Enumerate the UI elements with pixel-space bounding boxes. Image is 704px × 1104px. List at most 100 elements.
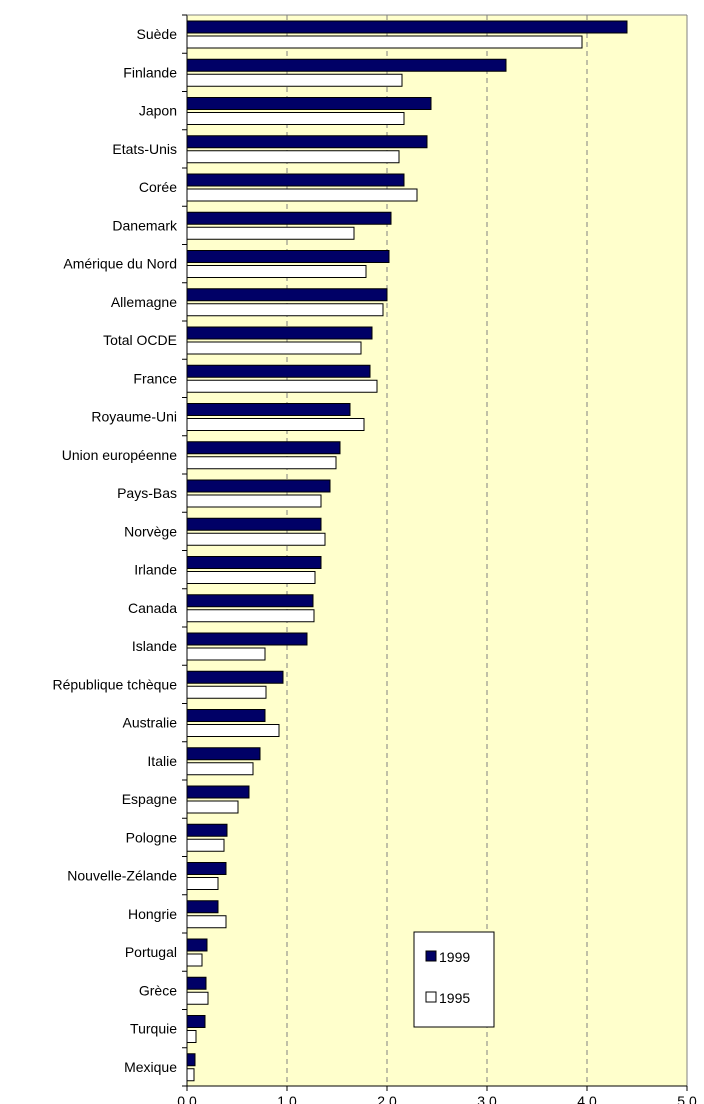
bar-1999 <box>186 364 371 378</box>
bar-1999 <box>186 20 628 34</box>
category-label: Espagne <box>122 791 177 807</box>
bar-1995 <box>186 150 400 164</box>
category-label: Irlande <box>134 562 177 578</box>
x-tick-label: 2.0 <box>377 1093 397 1104</box>
legend-swatch-1995 <box>425 991 437 1003</box>
bar-1999 <box>186 211 392 225</box>
category-label: Total OCDE <box>103 332 177 348</box>
category-label: Canada <box>128 600 177 616</box>
category-label: Pays-Bas <box>117 485 177 501</box>
bar-1999 <box>186 976 207 990</box>
bar-1995 <box>186 418 365 431</box>
category-label: Hongrie <box>128 906 177 922</box>
x-tick-label: 3.0 <box>477 1093 497 1104</box>
category-label: Union européenne <box>62 447 177 463</box>
bar-1999 <box>186 173 405 187</box>
category-label: France <box>133 370 177 386</box>
legend: 1999 1995 <box>413 931 495 1028</box>
category-label: Australie <box>123 715 178 731</box>
bar-1995 <box>186 685 267 699</box>
legend-label-1999: 1999 <box>439 949 470 965</box>
bar-1995 <box>186 188 418 202</box>
bar-1999 <box>186 900 219 914</box>
category-label: Nouvelle-Zélande <box>67 868 177 884</box>
bar-1999 <box>186 938 208 952</box>
axes-group <box>182 14 688 1091</box>
bar-1999 <box>186 823 228 837</box>
bar-1995 <box>186 532 326 546</box>
x-tick-labels: 0.0 1.0 2.0 3.0 4.0 5.0 <box>177 1093 697 1104</box>
bar-1995 <box>186 379 378 393</box>
bar-1999 <box>186 709 266 722</box>
bar-1999 <box>186 1015 206 1028</box>
category-labels: Suède Finlande Japon Etats-Unis Corée Danemar… <box>52 26 178 1075</box>
bar-1995 <box>186 1030 197 1043</box>
category-label: Amérique du Nord <box>63 256 177 272</box>
bar-1999 <box>186 556 322 569</box>
bar-1995 <box>186 762 254 776</box>
category-label: Allemagne <box>111 294 177 310</box>
bar-1995 <box>186 571 316 584</box>
bar-1995 <box>186 35 583 49</box>
bar-1999 <box>186 632 308 646</box>
bar-1999 <box>186 517 322 531</box>
bar-1995 <box>186 915 227 929</box>
category-label: Royaume-Uni <box>91 409 177 425</box>
bar-1999 <box>186 670 284 684</box>
bar-1999 <box>186 288 388 302</box>
category-label: Grèce <box>139 982 177 998</box>
grid-lines <box>286 15 588 1086</box>
bar-1999 <box>186 58 507 72</box>
bar-1995 <box>186 456 337 470</box>
category-label: Italie <box>147 753 177 769</box>
category-label: Suède <box>137 26 178 42</box>
bar-1999 <box>186 250 390 263</box>
bar-1995 <box>186 609 315 623</box>
x-tick-label: 0.0 <box>177 1093 197 1104</box>
category-label: Islande <box>132 638 177 654</box>
bar-1995 <box>186 877 219 890</box>
bar-1999 <box>186 862 227 875</box>
bar-1995 <box>186 494 322 508</box>
category-label: Corée <box>139 179 177 195</box>
bar-1995 <box>186 265 367 278</box>
category-label: République tchèque <box>52 676 177 692</box>
x-tick-label: 5.0 <box>677 1093 697 1104</box>
bar-1995 <box>186 647 266 661</box>
bar-1995 <box>186 991 209 1005</box>
bar-1999 <box>186 479 331 493</box>
legend-label-1995: 1995 <box>439 990 470 1006</box>
legend-box <box>413 931 495 1028</box>
bar-1999 <box>186 326 373 340</box>
category-label: Japon <box>139 103 177 119</box>
category-label: Pologne <box>126 829 178 845</box>
category-label: Turquie <box>130 1021 177 1037</box>
bar-1999 <box>186 785 250 799</box>
bar-1999 <box>186 441 341 455</box>
bar-1999 <box>186 747 261 761</box>
bar-1995 <box>186 838 225 852</box>
category-label: Finlande <box>123 64 177 80</box>
bar-1995 <box>186 341 362 355</box>
bars-group <box>186 20 628 1082</box>
legend-swatch-1999 <box>425 950 437 962</box>
category-label: Danemark <box>112 217 178 233</box>
x-tick-label: 1.0 <box>277 1093 297 1104</box>
bar-1999 <box>186 97 432 110</box>
x-tick-label: 4.0 <box>577 1093 597 1104</box>
bar-1995 <box>186 724 280 737</box>
category-label: Portugal <box>125 944 177 960</box>
bar-1999 <box>186 594 314 608</box>
bar-1995 <box>186 226 355 240</box>
bar-1995 <box>186 303 384 317</box>
bar-1999 <box>186 1053 196 1067</box>
category-label: Etats-Unis <box>112 141 177 157</box>
category-label: Mexique <box>124 1059 177 1075</box>
bar-1995 <box>186 1068 195 1082</box>
bar-1995 <box>186 73 403 87</box>
bar-1995 <box>186 112 405 125</box>
bar-1999 <box>186 403 351 416</box>
bar-1999 <box>186 135 428 149</box>
